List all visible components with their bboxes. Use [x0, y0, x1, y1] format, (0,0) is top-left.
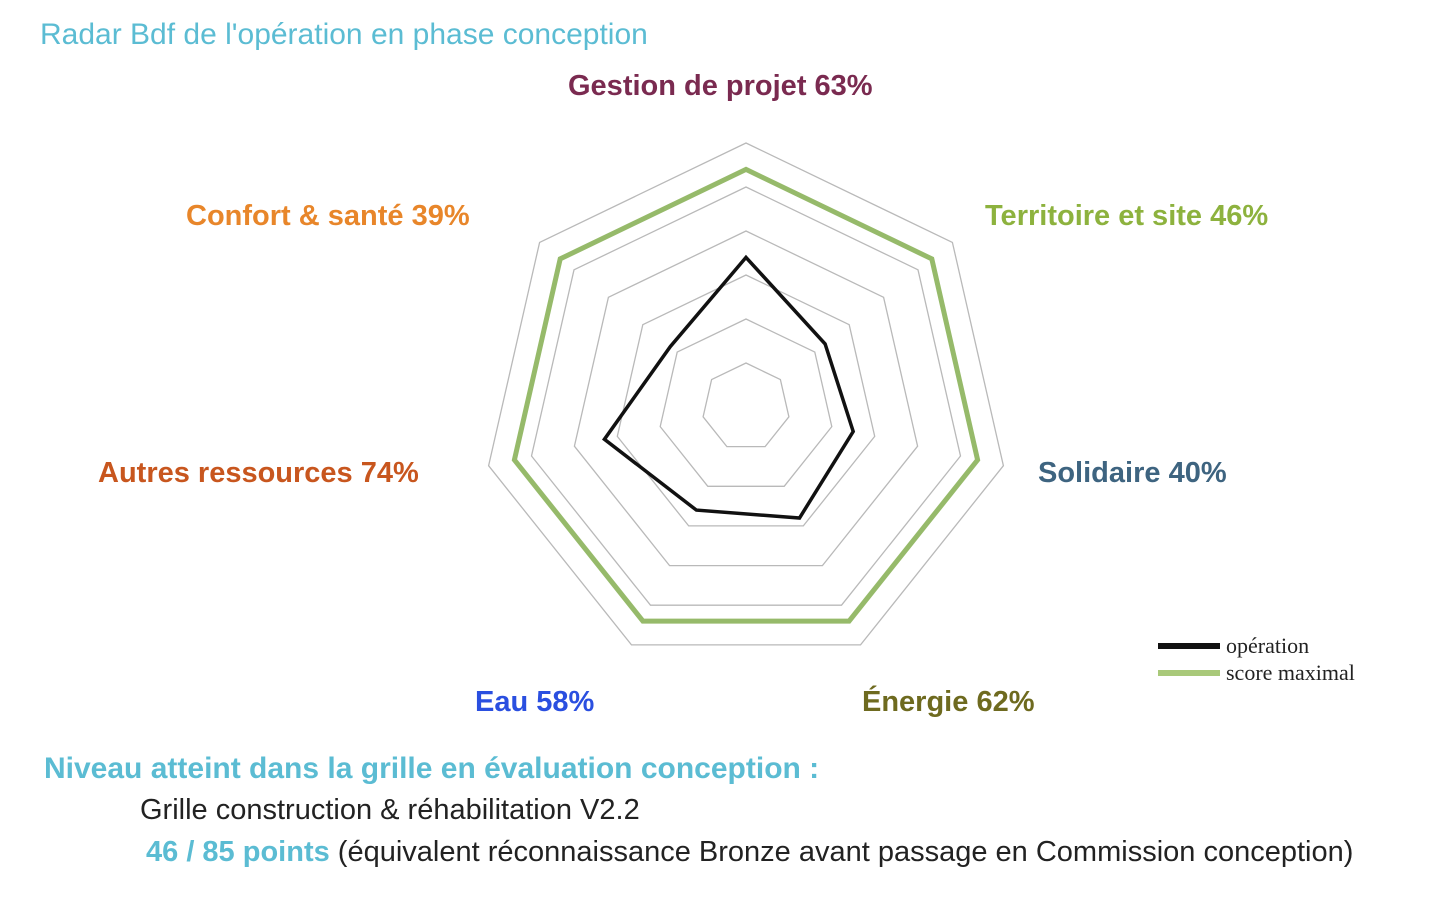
- grid-ring-6: [487, 142, 1005, 646]
- legend-swatch-score-maximal: [1158, 669, 1220, 676]
- axis-label-eau: Eau 58%: [475, 686, 595, 718]
- grid-ring-2: [659, 318, 833, 487]
- legend-item-operation: opération: [1158, 632, 1355, 659]
- axis-label-confort-sante: Confort & santé 39%: [186, 200, 470, 232]
- axis-label-solidaire: Solidaire 40%: [1038, 457, 1227, 489]
- axis-label-energie: Énergie 62%: [862, 686, 1035, 718]
- axis-label-gestion-de-projet: Gestion de projet 63%: [568, 70, 873, 102]
- summary-heading: Niveau atteint dans la grille en évaluat…: [44, 752, 820, 785]
- summary-grid-name: Grille construction & réhabilitation V2.…: [140, 794, 640, 826]
- series-line-score-maximal: [511, 166, 981, 624]
- summary-points-line: 46 / 85 points (équivalent réconnaissanc…: [146, 836, 1353, 869]
- legend-swatch-operation: [1158, 642, 1220, 649]
- legend-item-score-maximal: score maximal: [1158, 659, 1355, 686]
- equivalence-text: (équivalent réconnaissance Bronze avant …: [337, 836, 1354, 868]
- grid-ring-3: [616, 274, 876, 527]
- radar-grid: [487, 142, 1005, 646]
- grid-ring-4: [573, 230, 919, 567]
- legend-label-operation: opération: [1226, 632, 1310, 658]
- legend-label-score-maximal: score maximal: [1226, 659, 1355, 685]
- axis-label-territoire-et-site: Territoire et site 46%: [985, 200, 1269, 232]
- grid-ring-5: [530, 186, 962, 606]
- points-value: 46 / 85 points: [146, 836, 330, 868]
- radar-series: [511, 166, 981, 624]
- series-line-operation: [601, 254, 856, 520]
- chart-title: Radar Bdf de l'opération en phase concep…: [40, 18, 648, 51]
- grid-ring-1: [702, 362, 790, 448]
- axis-label-autres-ressources: Autres ressources 74%: [98, 457, 419, 489]
- chart-legend: opération score maximal: [1158, 632, 1355, 686]
